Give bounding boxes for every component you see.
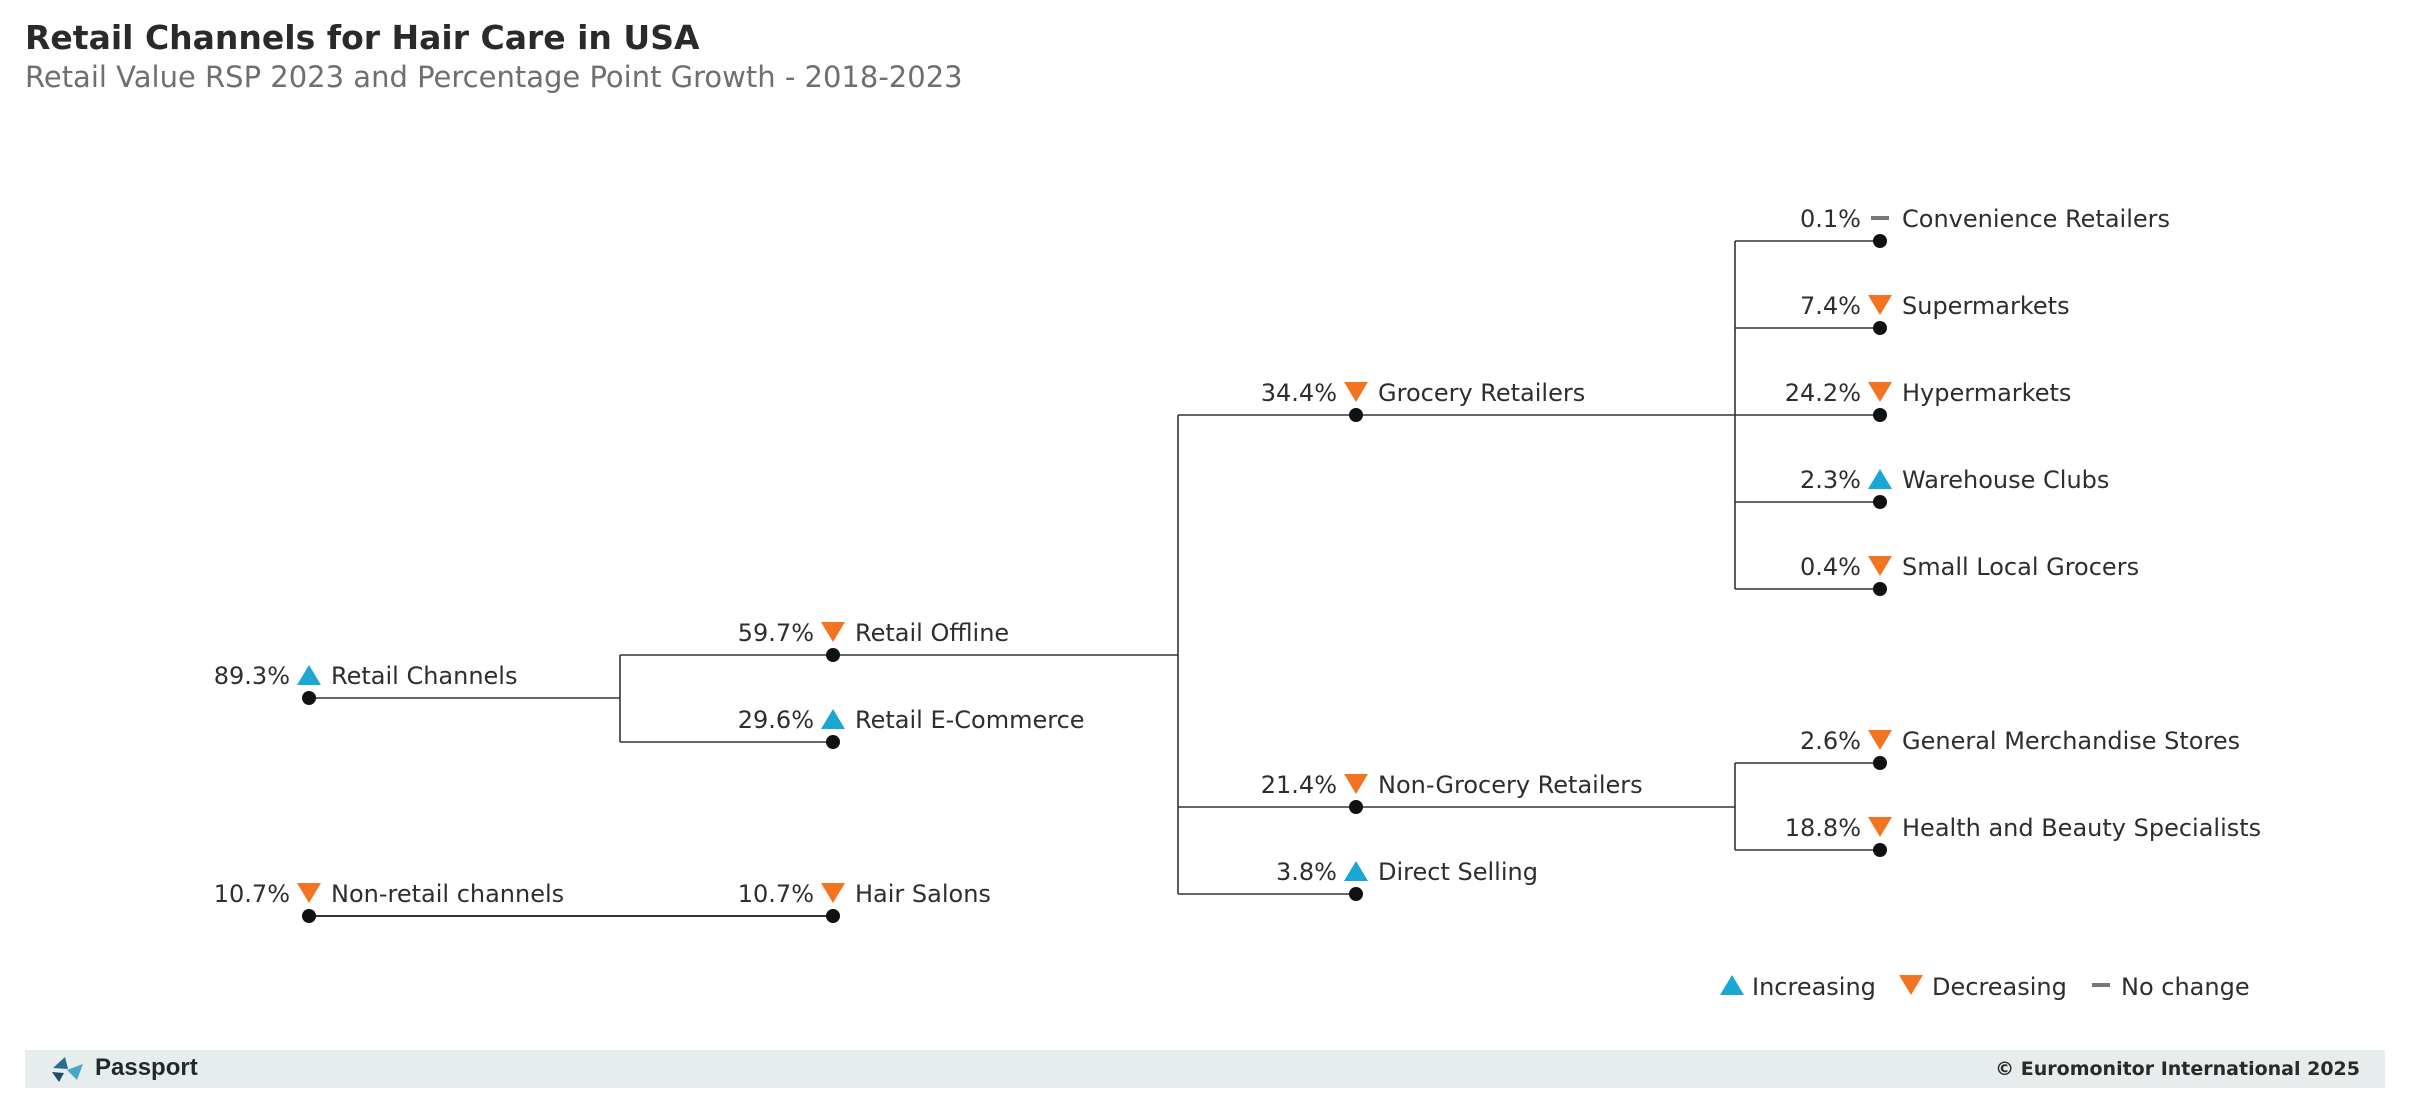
passport-logo-icon bbox=[52, 1057, 83, 1082]
health-beauty-specialists-node-dot bbox=[1873, 843, 1887, 857]
convenience-retailers-trend-dash-icon bbox=[1871, 216, 1889, 220]
non-grocery-retailers-trend-down-icon bbox=[1344, 774, 1368, 794]
hypermarkets-node-dot bbox=[1873, 408, 1887, 422]
retail-ecommerce-value: 29.6% bbox=[738, 706, 814, 734]
hair-salons-node-dot bbox=[826, 909, 840, 923]
retail-offline-trend-down-icon bbox=[821, 622, 845, 642]
retail-ecommerce-trend-up-icon bbox=[821, 709, 845, 729]
supermarkets-label: Supermarkets bbox=[1902, 292, 2070, 320]
retail-channels-value: 89.3% bbox=[214, 662, 290, 690]
convenience-retailers-value: 0.1% bbox=[1800, 205, 1861, 233]
warehouse-clubs-trend-up-icon bbox=[1868, 469, 1892, 489]
retail-offline-node-dot bbox=[826, 648, 840, 662]
hair-salons-label: Hair Salons bbox=[855, 880, 991, 908]
direct-selling-node-dot bbox=[1349, 887, 1363, 901]
non-grocery-retailers-value: 21.4% bbox=[1261, 771, 1337, 799]
retail-offline-label: Retail Offline bbox=[855, 619, 1009, 647]
legend-increasing-label: Increasing bbox=[1752, 973, 1876, 1001]
convenience-retailers-label: Convenience Retailers bbox=[1902, 205, 2170, 233]
direct-selling-trend-up-icon bbox=[1344, 861, 1368, 881]
direct-selling-label: Direct Selling bbox=[1378, 858, 1538, 886]
supermarkets-trend-down-icon bbox=[1868, 295, 1892, 315]
health-beauty-specialists-value: 18.8% bbox=[1785, 814, 1861, 842]
supermarkets-node-dot bbox=[1873, 321, 1887, 335]
small-local-grocers-label: Small Local Grocers bbox=[1902, 553, 2139, 581]
retail-offline-value: 59.7% bbox=[738, 619, 814, 647]
legend-no-change-label: No change bbox=[2121, 973, 2250, 1001]
hair-salons-value: 10.7% bbox=[738, 880, 814, 908]
hypermarkets-label: Hypermarkets bbox=[1902, 379, 2071, 407]
footer-bar: Passport © Euromonitor International 202… bbox=[25, 1050, 2385, 1088]
warehouse-clubs-label: Warehouse Clubs bbox=[1902, 466, 2109, 494]
hair-salons-trend-down-icon bbox=[821, 883, 845, 903]
passport-brand: Passport bbox=[95, 1054, 198, 1081]
retail-channels-label: Retail Channels bbox=[331, 662, 517, 690]
convenience-retailers-node-dot bbox=[1873, 234, 1887, 248]
retail-channels-node-dot bbox=[302, 691, 316, 705]
legend-no-change-icon bbox=[2092, 983, 2110, 987]
retail-ecommerce-node-dot bbox=[826, 735, 840, 749]
direct-selling-value: 3.8% bbox=[1276, 858, 1337, 886]
legend-decreasing-label: Decreasing bbox=[1932, 973, 2067, 1001]
warehouse-clubs-value: 2.3% bbox=[1800, 466, 1861, 494]
small-local-grocers-value: 0.4% bbox=[1800, 553, 1861, 581]
retail-channels-trend-up-icon bbox=[297, 665, 321, 685]
chart-title: Retail Channels for Hair Care in USA bbox=[25, 18, 700, 57]
grocery-retailers-trend-down-icon bbox=[1344, 382, 1368, 402]
general-merchandise-stores-label: General Merchandise Stores bbox=[1902, 727, 2240, 755]
hypermarkets-trend-down-icon bbox=[1868, 382, 1892, 402]
non-grocery-retailers-label: Non-Grocery Retailers bbox=[1378, 771, 1643, 799]
small-local-grocers-node-dot bbox=[1873, 582, 1887, 596]
small-local-grocers-trend-down-icon bbox=[1868, 556, 1892, 576]
grocery-retailers-node-dot bbox=[1349, 408, 1363, 422]
non-retail-channels-value: 10.7% bbox=[214, 880, 290, 908]
legend-decreasing-icon bbox=[1899, 975, 1923, 995]
grocery-retailers-value: 34.4% bbox=[1261, 379, 1337, 407]
non-retail-channels-trend-down-icon bbox=[297, 883, 321, 903]
health-beauty-specialists-trend-down-icon bbox=[1868, 817, 1892, 837]
supermarkets-value: 7.4% bbox=[1800, 292, 1861, 320]
hypermarkets-value: 24.2% bbox=[1785, 379, 1861, 407]
copyright-text: © Euromonitor International 2025 bbox=[1995, 1058, 2360, 1080]
chart-subtitle: Retail Value RSP 2023 and Percentage Poi… bbox=[25, 60, 963, 94]
legend-increasing-icon bbox=[1720, 975, 1744, 995]
health-beauty-specialists-label: Health and Beauty Specialists bbox=[1902, 814, 2261, 842]
general-merchandise-stores-trend-down-icon bbox=[1868, 730, 1892, 750]
general-merchandise-stores-node-dot bbox=[1873, 756, 1887, 770]
non-retail-channels-node-dot bbox=[302, 909, 316, 923]
warehouse-clubs-node-dot bbox=[1873, 495, 1887, 509]
non-grocery-retailers-node-dot bbox=[1349, 800, 1363, 814]
retail-ecommerce-label: Retail E-Commerce bbox=[855, 706, 1085, 734]
grocery-retailers-label: Grocery Retailers bbox=[1378, 379, 1585, 407]
non-retail-channels-label: Non-retail channels bbox=[331, 880, 564, 908]
general-merchandise-stores-value: 2.6% bbox=[1800, 727, 1861, 755]
